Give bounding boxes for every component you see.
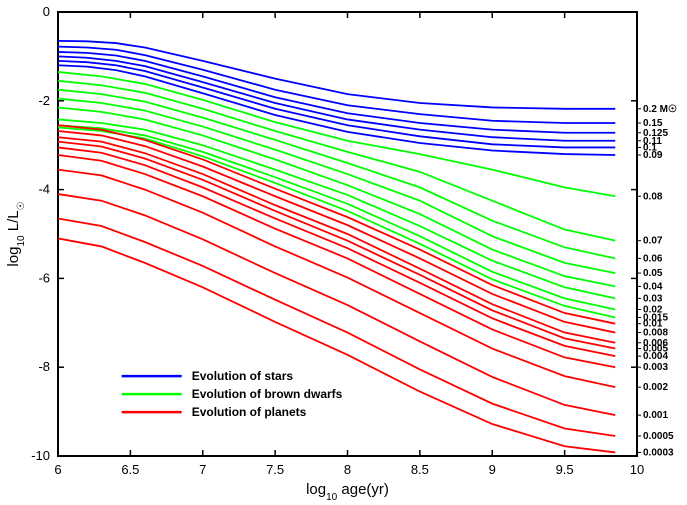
series-end-label: 0.0005 — [643, 431, 674, 442]
series-end-label: 0.001 — [643, 410, 668, 421]
series-end-label: 0.04 — [643, 281, 663, 292]
y-tick-label: -4 — [38, 182, 50, 197]
legend-label: Evolution of stars — [192, 369, 294, 383]
x-tick-label: 8 — [344, 462, 351, 477]
series-line-0.06 — [58, 90, 615, 259]
x-tick-label: 6 — [54, 462, 61, 477]
series-end-label: 0.06 — [643, 253, 663, 264]
legend-label: Evolution of brown dwarfs — [192, 387, 343, 401]
series-line-0.015 — [58, 127, 615, 317]
series-end-label: 0.05 — [643, 268, 663, 279]
y-tick-label: -8 — [38, 359, 50, 374]
luminosity-evolution-chart: 6 6.5 7 7.5 8 8.5 9 9.5 10 -10 -8 -6 -4 -2 0 log10 age(… — [0, 0, 687, 500]
x-tick-label: 10 — [630, 462, 644, 477]
legend-label: Evolution of planets — [192, 405, 307, 419]
series-line-0.07 — [58, 81, 615, 241]
series-end-label: 0.003 — [643, 362, 668, 373]
series-end-label: 0.07 — [643, 236, 663, 247]
series-end-label: 0.09 — [643, 150, 663, 161]
x-tick-label: 9.5 — [556, 462, 574, 477]
x-tick-label: 8.5 — [411, 462, 429, 477]
series-line-0.001 — [58, 194, 615, 415]
series-line-0.002 — [58, 170, 615, 388]
x-tick-label: 7.5 — [266, 462, 284, 477]
y-tick-label: -10 — [31, 448, 50, 463]
y-tick-label: -2 — [38, 93, 50, 108]
y-tick-label: 0 — [43, 4, 50, 19]
series-line-0.11 — [58, 56, 615, 140]
series-line-0.008 — [58, 131, 615, 333]
series-end-label: 0.2 M☉ — [643, 104, 677, 115]
y-tick-label: -6 — [38, 270, 50, 285]
series-end-label: 0.002 — [643, 382, 668, 393]
chart-svg: 6 6.5 7 7.5 8 8.5 9 9.5 10 -10 -8 -6 -4 -2 0 log10 age(… — [0, 0, 687, 500]
x-tick-label: 6.5 — [121, 462, 139, 477]
y-axis-title: log10 L/L☉ — [5, 201, 27, 266]
series-end-label: 0.0003 — [643, 447, 674, 458]
series-end-label: 0.03 — [643, 293, 663, 304]
x-tick-label: 7 — [199, 462, 206, 477]
series-end-label: 0.004 — [643, 351, 668, 362]
x-axis-title: log10 age(yr) — [306, 481, 389, 500]
x-tick-label: 9 — [489, 462, 496, 477]
series-end-label: 0.08 — [643, 191, 663, 202]
series-line-0.05 — [58, 99, 615, 273]
